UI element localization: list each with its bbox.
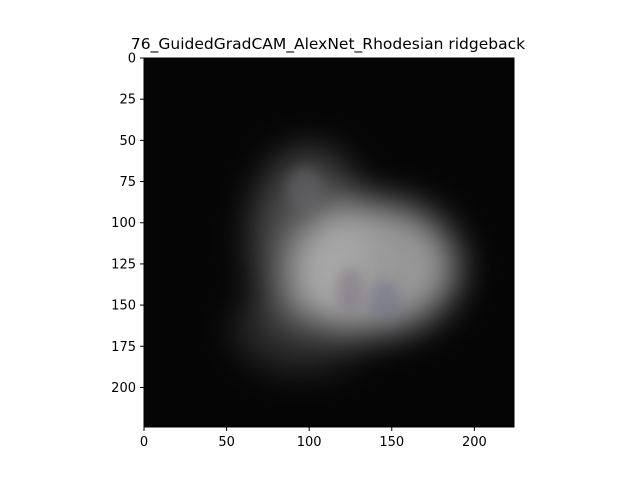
dog-leg-detail-left bbox=[336, 268, 364, 312]
guided-backprop-detail bbox=[287, 168, 401, 320]
y-tick-label: 125 bbox=[111, 257, 136, 272]
x-axis: 0 50 100 150 200 bbox=[140, 427, 487, 450]
x-tick-label: 0 bbox=[140, 435, 148, 450]
heatmap-image bbox=[144, 58, 514, 427]
chart-title: 76_GuidedGradCAM_AlexNet_Rhodesian ridge… bbox=[131, 35, 525, 54]
y-tick-label: 50 bbox=[119, 134, 136, 149]
y-axis: 0 25 50 75 100 125 150 175 200 bbox=[111, 52, 144, 396]
y-tick-label: 0 bbox=[128, 52, 136, 67]
dog-head-detail bbox=[287, 168, 323, 212]
plot-frame bbox=[143, 57, 515, 428]
y-tick-label: 100 bbox=[111, 216, 136, 231]
dog-leg-detail-right bbox=[369, 280, 401, 320]
y-tick-label: 25 bbox=[119, 93, 136, 108]
y-tick-label: 175 bbox=[111, 340, 136, 355]
y-tick-label: 150 bbox=[111, 299, 136, 314]
x-tick-label: 150 bbox=[379, 435, 404, 450]
y-tick-label: 75 bbox=[119, 175, 136, 190]
heat-region-3 bbox=[234, 288, 367, 371]
x-tick-label: 100 bbox=[297, 435, 322, 450]
x-tick-label: 200 bbox=[462, 435, 487, 450]
x-tick-label: 50 bbox=[218, 435, 235, 450]
y-tick-label: 200 bbox=[111, 381, 136, 396]
